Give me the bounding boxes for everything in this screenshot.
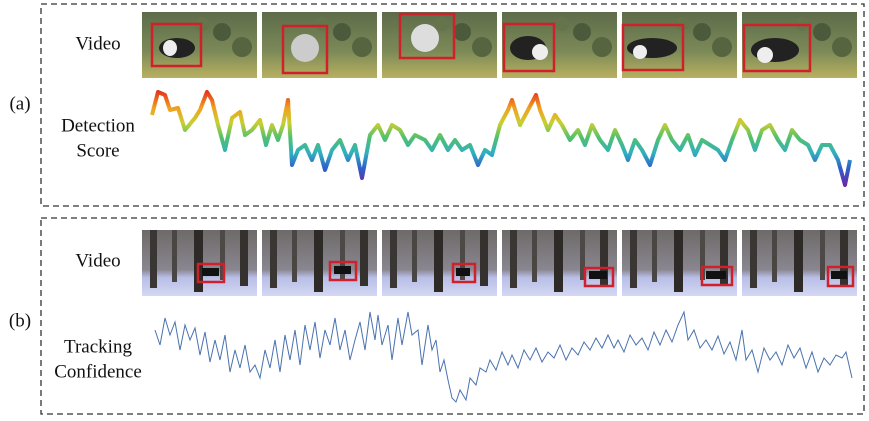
panel-a-frame [40,3,865,207]
curve-label: Detection [61,115,135,136]
tracking-confidence-curve [154,310,853,403]
row-label: Video [75,33,120,54]
row-label: Video [75,250,120,271]
detection-score-curve [150,90,852,187]
panel-b-frame [40,217,865,415]
panel-label: (a) [9,93,30,114]
video-frames [142,12,857,78]
curve-label: Confidence [54,361,142,382]
panel-label: (b) [9,310,31,331]
curve-label: Score [76,140,119,161]
video-frames [142,230,857,296]
curve-label: Tracking [64,336,132,357]
